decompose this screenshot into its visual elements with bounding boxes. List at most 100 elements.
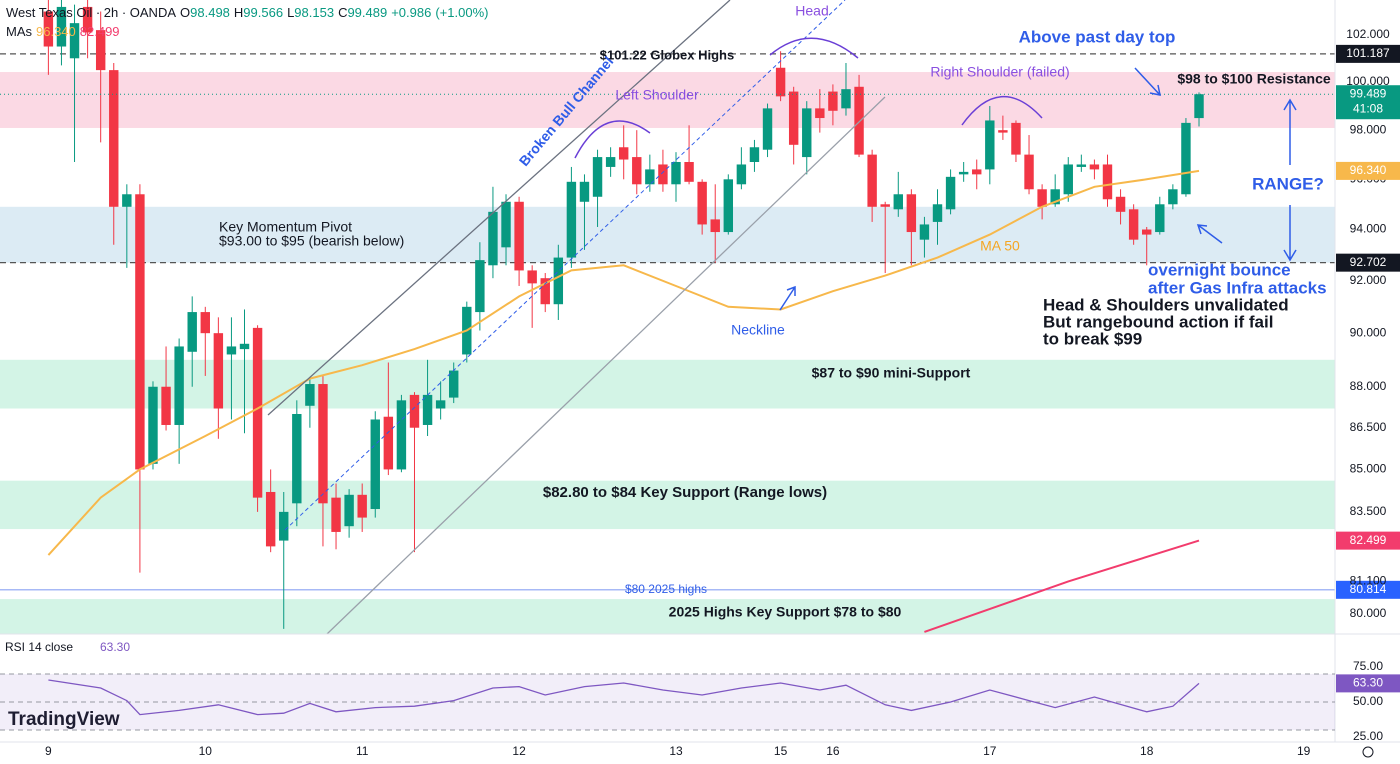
header-text: O xyxy=(180,5,191,20)
y-tick-label: 94.000 xyxy=(1350,222,1387,236)
y-tick-label: 92.000 xyxy=(1350,273,1387,287)
candle-body xyxy=(514,201,524,271)
candle-body xyxy=(1063,164,1073,195)
x-tick-label: 15 xyxy=(774,744,788,758)
annotation: MA 50 xyxy=(980,238,1020,254)
background-layer xyxy=(0,53,1335,634)
candle-body xyxy=(1181,122,1191,195)
x-tick-label: 18 xyxy=(1140,744,1154,758)
candle-body xyxy=(1115,196,1126,212)
moving-average-line xyxy=(47,169,1200,556)
y-tick-label: 88.000 xyxy=(1350,379,1387,393)
candle-body xyxy=(723,179,734,233)
annotation: Above past day top xyxy=(1019,27,1176,46)
candle-body xyxy=(1011,122,1021,155)
candle-body xyxy=(488,211,498,266)
candle-body xyxy=(880,204,890,207)
candle-body xyxy=(226,346,237,355)
candle-body xyxy=(1142,229,1152,235)
candle-body xyxy=(710,219,720,233)
price-tag-label: 92.702 xyxy=(1350,255,1387,269)
branding: TradingView xyxy=(8,709,120,730)
x-tick-label: 11 xyxy=(356,744,369,758)
candle-body xyxy=(370,419,380,510)
header-text: 98.153 xyxy=(294,5,335,20)
candle-body xyxy=(958,171,969,175)
annotation: Right Shoulder (failed) xyxy=(930,64,1069,80)
annotation: $101.22 Globex Highs xyxy=(600,47,734,62)
y-tick-label: 100.000 xyxy=(1346,74,1390,88)
rsi-title: RSI 14 close xyxy=(5,640,73,654)
x-tick-label: 16 xyxy=(826,744,840,758)
candle-body xyxy=(174,346,184,425)
candle-body xyxy=(919,224,930,240)
candle-body xyxy=(213,333,224,409)
header-text: 99.489 xyxy=(347,5,388,20)
x-tick-label: 9 xyxy=(45,744,52,758)
shoulder-arc xyxy=(574,120,651,159)
candle-body xyxy=(932,204,943,222)
candle-body xyxy=(998,130,1008,133)
candle-body xyxy=(1155,204,1165,233)
price-tag xyxy=(1336,531,1400,550)
candle-body xyxy=(802,108,812,158)
y-tick-label: 75.00 xyxy=(1353,659,1383,673)
header-text: 82.499 xyxy=(79,24,120,39)
annotation: $93.00 to $95 (bearish below) xyxy=(219,233,404,249)
price-tag-label: 82.499 xyxy=(1350,533,1387,547)
candle-body xyxy=(540,278,550,305)
header: West Texas Oil · 2h · OANDA O98.498 H99.56… xyxy=(6,3,492,41)
candle-body xyxy=(1076,164,1087,167)
candle-body xyxy=(854,86,864,155)
x-tick-label: 13 xyxy=(669,744,683,758)
candle-body xyxy=(1168,189,1178,205)
rsi-line xyxy=(48,679,1200,716)
head-arc xyxy=(769,37,859,59)
annotation: But rangebound action if fail xyxy=(1043,312,1273,331)
candle-body xyxy=(867,154,877,207)
shoulder-arc xyxy=(961,95,1043,126)
candle-body xyxy=(775,67,786,97)
candle-body xyxy=(43,11,54,47)
y-tick-label: 25.00 xyxy=(1353,729,1383,743)
candle-body xyxy=(788,91,799,145)
header-text: L xyxy=(287,5,295,20)
zone xyxy=(0,480,1335,530)
channel-line xyxy=(326,96,886,634)
candle-body xyxy=(331,497,341,532)
candle-body xyxy=(383,416,394,470)
x-tick-label: 17 xyxy=(983,744,997,758)
price-tag-label: 80.814 xyxy=(1350,582,1387,596)
candle-body xyxy=(736,164,747,185)
zone xyxy=(0,206,1335,263)
candle-body xyxy=(1037,189,1047,207)
annotation: Key Momentum Pivot xyxy=(219,219,352,235)
candle-body xyxy=(1024,154,1034,190)
header-text: 98.498 xyxy=(190,5,230,20)
annotation: Head xyxy=(795,3,828,19)
annotation: 2025 Highs Key Support $78 to $80 xyxy=(669,604,902,620)
candle-body xyxy=(357,494,367,518)
y-tick-label: 50.00 xyxy=(1353,694,1383,708)
settings-icon[interactable] xyxy=(1362,746,1374,758)
candle-body xyxy=(762,108,773,150)
y-tick-label: 80.000 xyxy=(1350,606,1387,620)
candle-body xyxy=(749,147,760,163)
zone xyxy=(0,72,1335,128)
price-tag xyxy=(1336,580,1400,599)
candle-body xyxy=(945,176,956,210)
header-text: C xyxy=(338,5,348,20)
y-tick-label: 90.000 xyxy=(1350,325,1387,339)
price-tag xyxy=(1336,85,1400,120)
price-tag-label: 63.30 xyxy=(1353,676,1383,690)
candle-body xyxy=(239,343,250,350)
x-tick-label: 12 xyxy=(512,744,526,758)
candle-body xyxy=(632,157,642,185)
annotation: after Gas Infra attacks xyxy=(1148,278,1327,297)
arrow xyxy=(1196,224,1223,244)
arrow xyxy=(779,285,796,311)
candle-body xyxy=(187,312,197,352)
annotation: $87 to $90 mini-Support xyxy=(812,365,971,381)
annotation: $82.80 to $84 Key Support (Range lows) xyxy=(543,484,827,501)
